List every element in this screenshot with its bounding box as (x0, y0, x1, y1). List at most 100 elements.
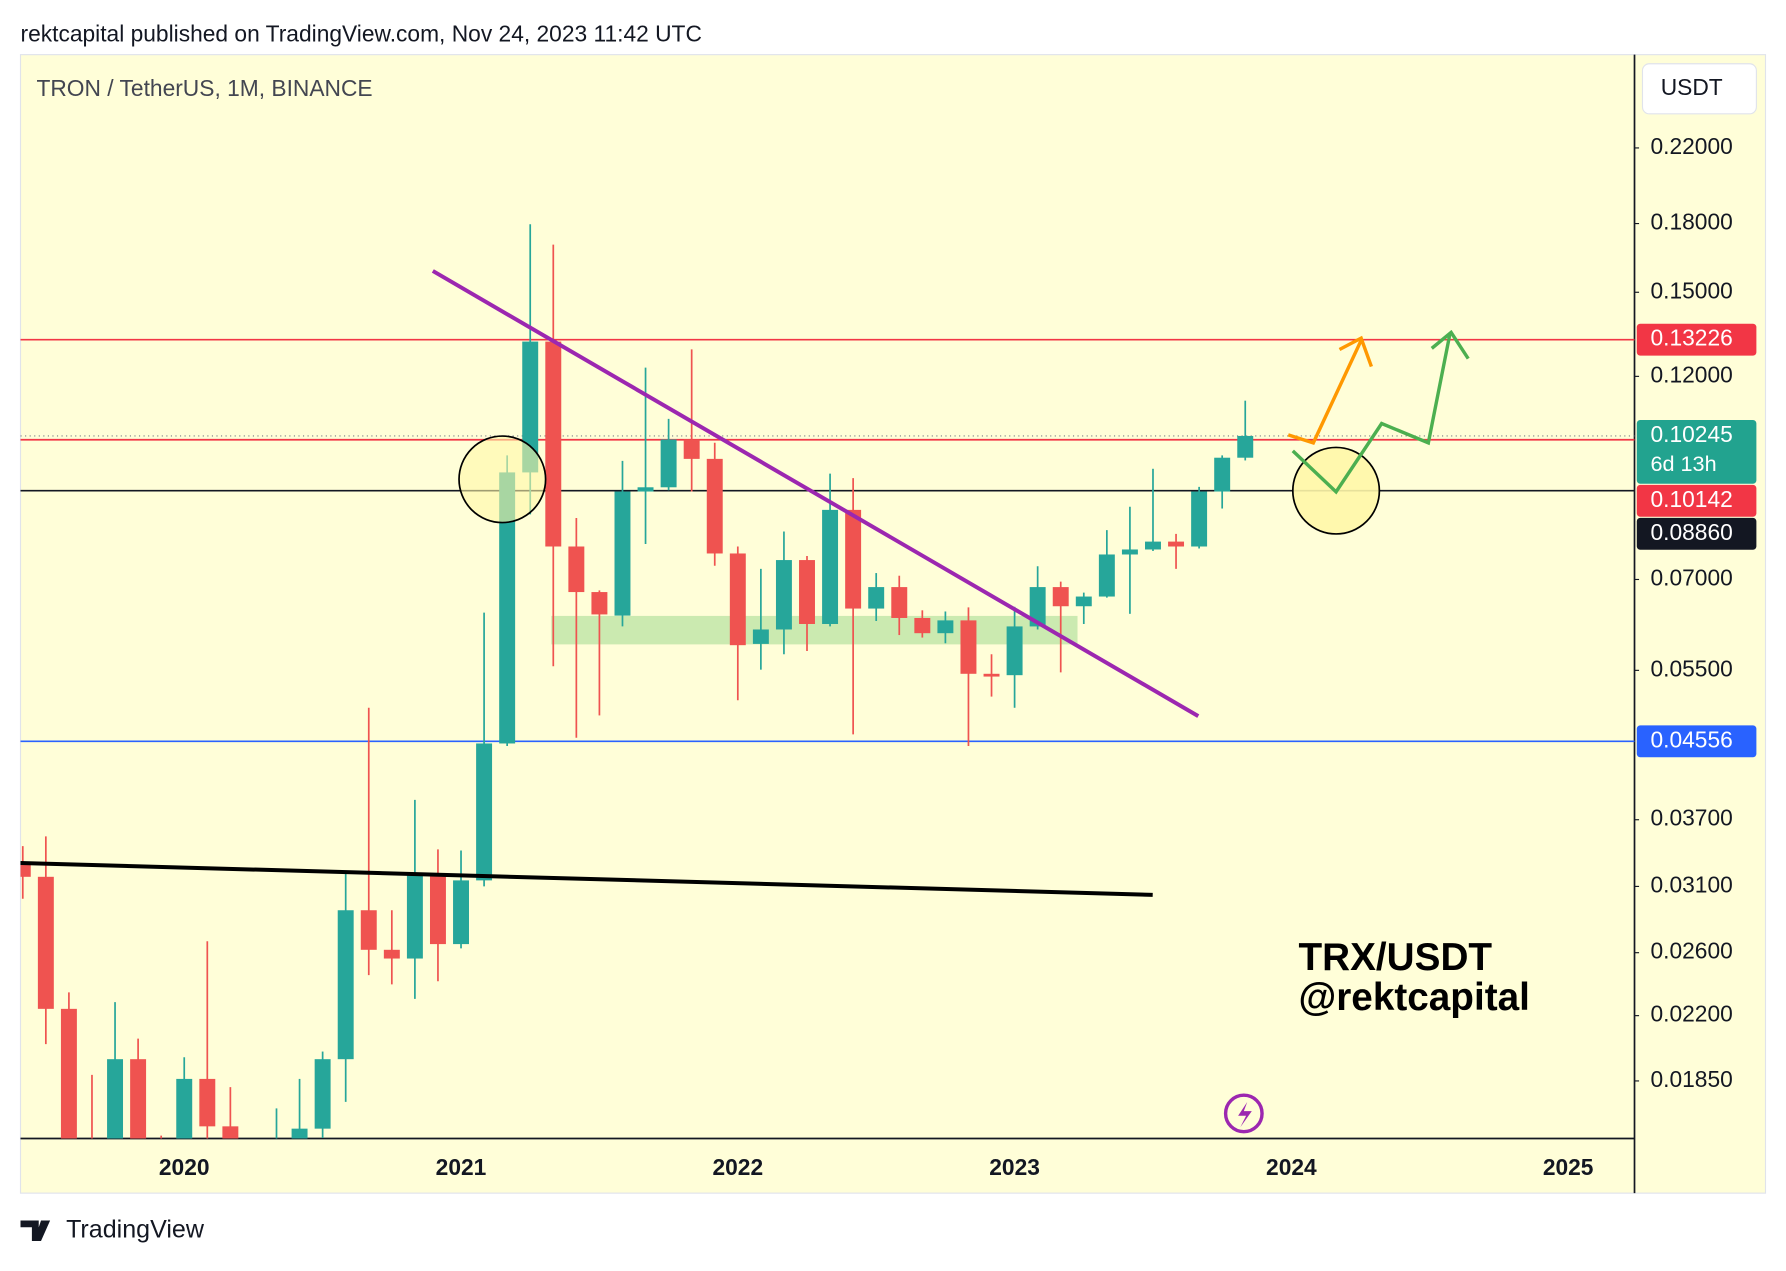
y-tick-label: 0.18000 (1650, 209, 1732, 235)
candles (20, 224, 1254, 1139)
x-tick-label: 2025 (1543, 1154, 1594, 1180)
price-axis-unit: USDT (1661, 74, 1723, 100)
candle-body (1145, 541, 1161, 550)
price-tag-label: 0.10142 (1650, 486, 1732, 512)
y-tick-label: 0.02600 (1650, 938, 1732, 964)
candle-body (1214, 457, 1231, 492)
y-tick-label: 0.02200 (1650, 1001, 1732, 1027)
projection-arrow (1291, 333, 1452, 495)
candle-body (937, 620, 954, 634)
logo-icon (1238, 1102, 1252, 1128)
y-tick-label: 0.03700 (1650, 805, 1732, 831)
candle-body (822, 509, 839, 624)
candle-body (914, 617, 931, 634)
retest-circle (458, 435, 547, 524)
y-tick-label: 0.03100 (1650, 871, 1732, 897)
y-tick-label: 0.05500 (1650, 655, 1732, 681)
y-tick-label: 0.01850 (1650, 1066, 1732, 1092)
candle-body (499, 472, 516, 744)
arrow-head (1430, 329, 1470, 360)
y-tick-label: 0.07000 (1650, 564, 1732, 590)
candle-body (37, 876, 54, 1009)
candle-body (222, 1126, 239, 1139)
axes: 0.01850 0.02200 0.02600 0.03100 0.03700 0.055… (159, 133, 1757, 1180)
candle-body (752, 629, 769, 644)
candle-body (706, 458, 723, 554)
candle-body (314, 1059, 331, 1129)
x-tick-label: 2024 (1266, 1154, 1317, 1180)
current-price-tag (1636, 420, 1757, 484)
candle-body (545, 341, 562, 547)
candle-body (522, 341, 539, 473)
candle-body (683, 439, 700, 459)
candle-body (729, 553, 746, 646)
price-tag (1636, 323, 1757, 356)
candle-body (799, 560, 815, 624)
candle-body (406, 873, 423, 959)
chart-title: TRON / TetherUS, 1M, BINANCE (36, 75, 372, 101)
candle-body (176, 1078, 193, 1139)
candle-body (845, 509, 862, 609)
candle-body (775, 560, 792, 630)
arrow-head (1338, 335, 1374, 368)
candle-body (107, 1059, 124, 1139)
candle-body (20, 862, 31, 877)
tradingview-logo (20, 1220, 51, 1241)
x-tick-label: 2020 (159, 1154, 210, 1180)
x-tick-label: 2021 (436, 1154, 487, 1180)
candle-body (1168, 541, 1185, 547)
annotation: TRX/USDT (1298, 936, 1492, 979)
drawings (20, 269, 1470, 1134)
long-trendline (20, 860, 1153, 897)
price-tag (1636, 725, 1757, 758)
candle-body (1075, 596, 1092, 607)
candle-body (1191, 491, 1208, 547)
price-tag (1636, 517, 1757, 550)
candle-body (1052, 587, 1069, 607)
candle-body (60, 1008, 77, 1139)
y-tick-label: 0.22000 (1650, 133, 1732, 159)
x-tick-label: 2022 (712, 1154, 763, 1180)
candle-body (637, 487, 654, 492)
candle-body (383, 949, 400, 959)
countdown-label: 6d 13h (1650, 451, 1716, 476)
candle-body (591, 592, 608, 615)
candle-body (1237, 435, 1254, 458)
candle-body (891, 587, 908, 618)
price-tag (1636, 484, 1757, 517)
candle-body (983, 673, 1000, 677)
candle-body (429, 873, 446, 945)
candle-body (1098, 554, 1115, 597)
projection-arrow (1287, 339, 1363, 445)
footer-brand: TradingView (66, 1215, 205, 1243)
current-price-label: 0.10245 (1650, 421, 1732, 447)
logo-icon (1223, 1093, 1264, 1134)
candle-body (1029, 587, 1046, 627)
candle-body (1121, 549, 1138, 555)
y-tick-label: 0.15000 (1650, 277, 1732, 303)
candle-body (291, 1128, 308, 1139)
x-tick-label: 2023 (989, 1154, 1040, 1180)
price-tag-label: 0.04556 (1650, 726, 1732, 752)
candle-body (337, 910, 354, 1060)
candle-body (199, 1078, 216, 1127)
candle-body (476, 743, 493, 881)
candle-body (660, 439, 677, 488)
y-tick-label: 0.12000 (1650, 361, 1732, 387)
descending-trendline (431, 269, 1200, 718)
annotation: @rektcapital (1298, 976, 1529, 1019)
price-tag-label: 0.13226 (1650, 325, 1732, 351)
candle-body (568, 546, 585, 593)
price-tag-label: 0.08860 (1650, 519, 1732, 545)
candle-body (868, 587, 885, 609)
candle-body (614, 491, 631, 616)
candle-body (960, 620, 977, 674)
candle-body (1006, 626, 1023, 676)
unit-box (1641, 63, 1757, 115)
candle-body (130, 1059, 147, 1139)
publish-header: rektcapital published on TradingView.com… (21, 20, 702, 46)
candle-body (360, 910, 377, 950)
candle-body (453, 880, 469, 945)
